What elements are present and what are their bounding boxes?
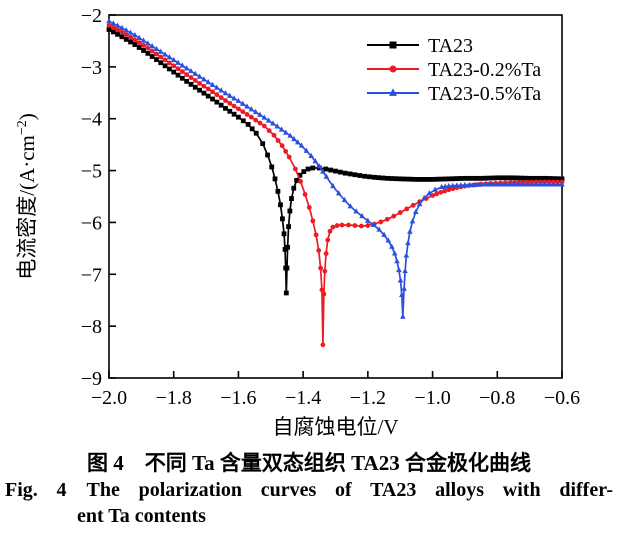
y-tick-label: −6: [81, 212, 102, 234]
y-axis: −9 −8 −7 −6 −5 −4 −3 −2: [81, 5, 116, 390]
x-tick-label: −1.2: [350, 387, 386, 409]
x-tick-label: −1.8: [156, 387, 192, 409]
caption-chinese: 图 4 不同 Ta 含量双态组织 TA23 合金极化曲线: [87, 451, 531, 475]
x-axis-title: 自腐蚀电位/V: [273, 415, 399, 439]
x-tick-label: −1.6: [220, 387, 256, 409]
caption-english-line1: Fig. 4 The polarization curves of TA23 a…: [5, 479, 613, 501]
x-axis: −2.0 −1.8 −1.6 −1.4 −1.2 −1.0 −0.8 −0.6: [91, 371, 580, 409]
x-tick-label: −2.0: [91, 387, 127, 409]
plot-border: [108, 14, 563, 379]
y-tick-label: −5: [81, 161, 102, 183]
legend-label: TA23: [428, 35, 473, 57]
y-tick-label: −8: [81, 316, 102, 338]
y-tick-label: −7: [81, 264, 102, 286]
x-tick-label: −0.6: [544, 387, 580, 409]
legend-label: TA23-0.5%Ta: [428, 83, 541, 105]
x-tick-label: −0.8: [479, 387, 515, 409]
x-tick-label: −1.4: [285, 387, 321, 409]
y-tick-label: −9: [81, 368, 102, 390]
legend-label: TA23-0.2%Ta: [428, 59, 541, 81]
polarization-chart-canvas: −2.0 −1.8 −1.6 −1.4 −1.2 −1.0 −0.8 −0.6 −9 −8 −7 −6…: [15, 5, 580, 439]
series-TA23-0.5%Ta: [106, 17, 565, 319]
y-axis-title: 电流密度/(A·cm−2): [15, 113, 39, 280]
x-tick-label: −1.0: [414, 387, 450, 409]
y-tick-label: −4: [81, 109, 102, 131]
caption-english: Fig. 4 The polarization curves of TA23 a…: [0, 477, 618, 529]
y-tick-label: −2: [81, 5, 102, 27]
caption-english-line2: ent Ta contents: [77, 505, 206, 527]
series-TA23: [106, 27, 565, 296]
y-tick-label: −3: [81, 57, 102, 79]
